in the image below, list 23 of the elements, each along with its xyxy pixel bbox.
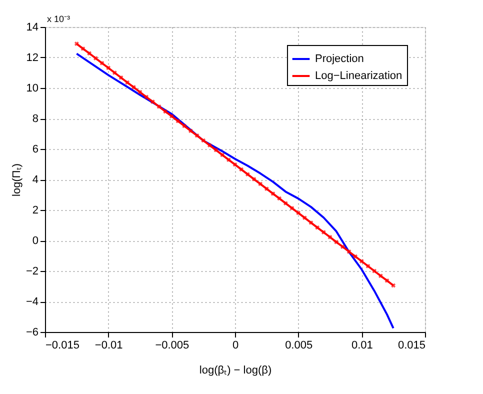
x-axis-title: log(βₜ) − log(β)	[199, 364, 272, 376]
y-tick-label: −6	[26, 326, 38, 338]
y-tick-label: 12	[26, 52, 38, 64]
x-tick-label: −0.005	[155, 340, 190, 352]
legend-label: Log−Linearization	[315, 70, 402, 82]
y-tick-label: 14	[26, 22, 38, 34]
text: x 10⁻³	[47, 14, 70, 24]
y-axis-title: log(Πₜ)	[10, 164, 23, 196]
y-tick-label: 6	[32, 144, 38, 156]
y-tick-label: 10	[26, 82, 38, 94]
y-tick-label: 0	[32, 235, 38, 247]
y-tick-label: 2	[32, 204, 38, 216]
x-tick-label: −0.01	[94, 340, 123, 352]
x-tick-label: 0.015	[398, 340, 426, 352]
y-tick-label: 8	[32, 113, 38, 125]
x-tick-label: 0.005	[285, 340, 313, 352]
y-tick-label: −2	[26, 266, 38, 278]
y-tick-label: 4	[32, 174, 38, 186]
y-tick-label: −4	[26, 296, 38, 308]
x-tick-label: 0.01	[351, 340, 373, 352]
x-tick-label: 0	[232, 340, 239, 352]
legend-label: Projection	[315, 53, 364, 65]
x-tick-label: −0.015	[46, 340, 80, 352]
